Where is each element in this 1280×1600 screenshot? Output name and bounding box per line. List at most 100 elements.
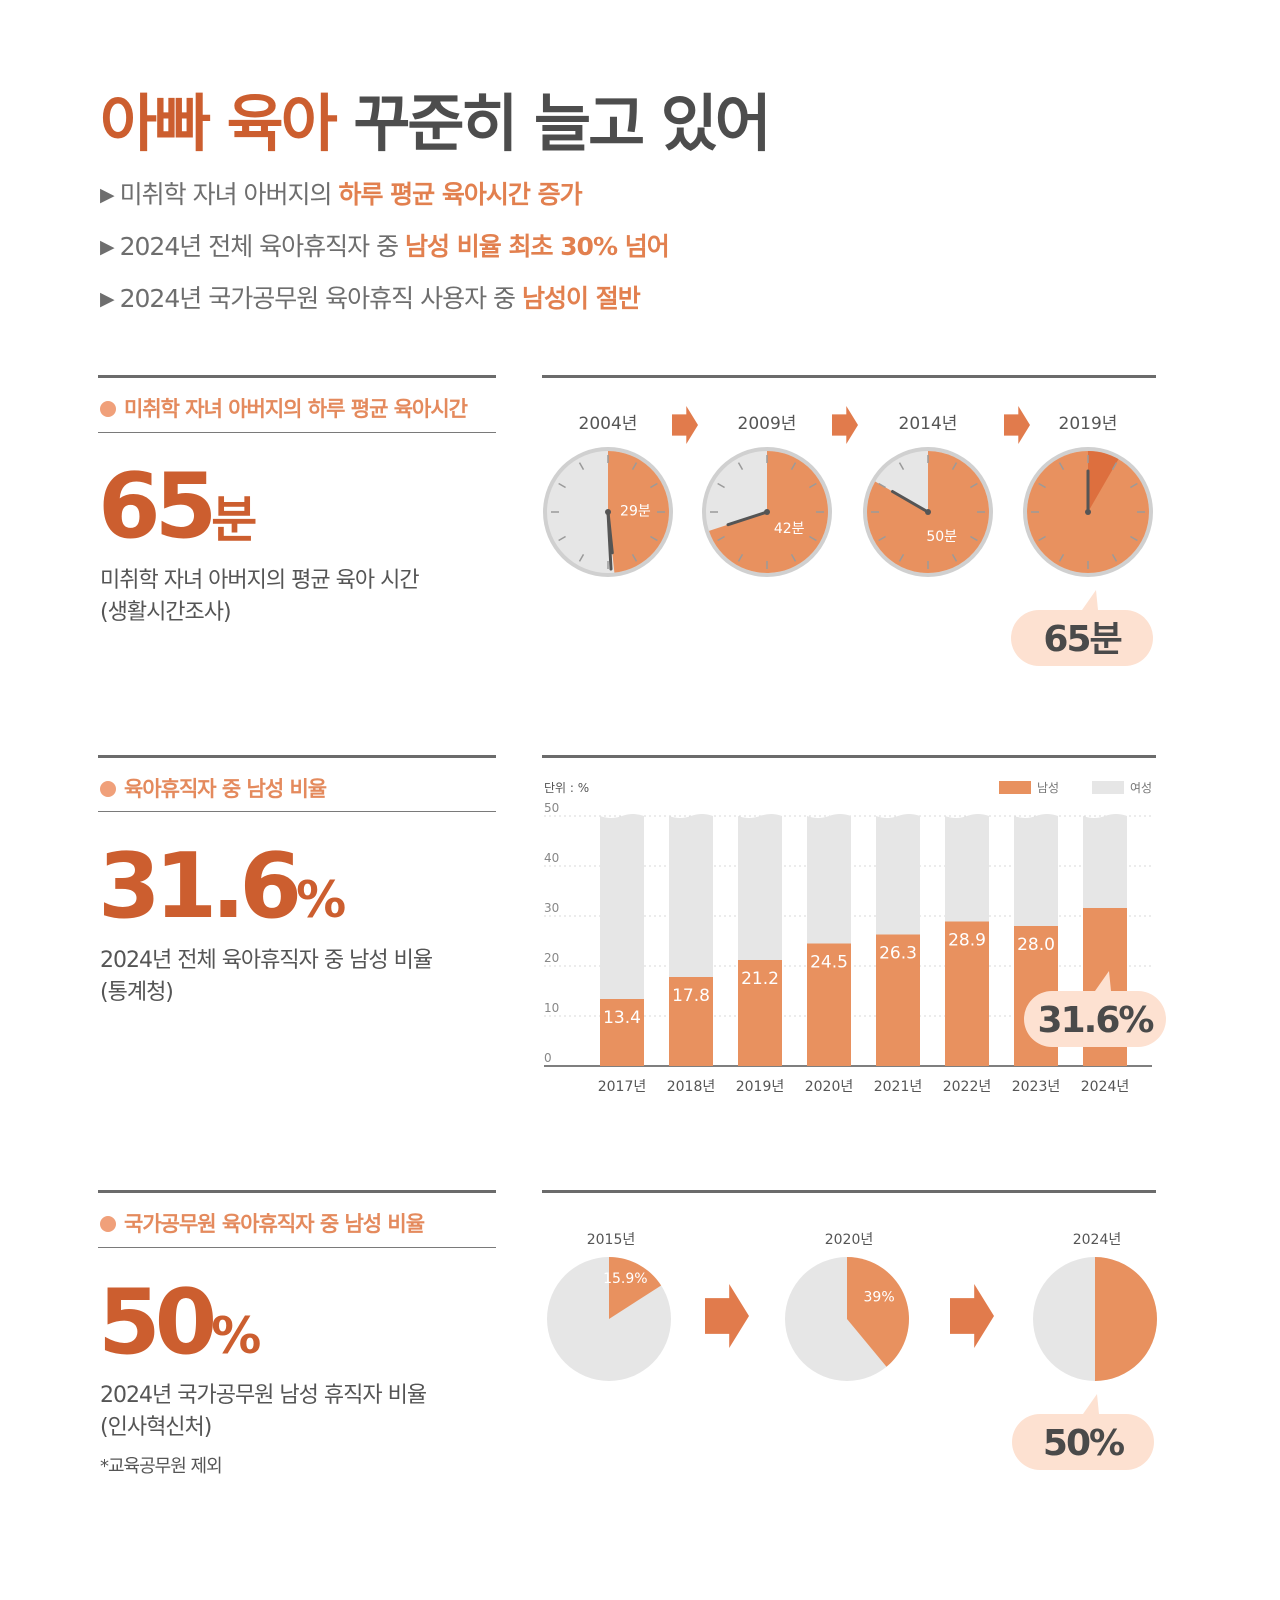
x-tick-label: 2020년 (805, 1079, 854, 1095)
bar-male (600, 999, 644, 1066)
pie-value-label: 15.9% (603, 1271, 647, 1287)
description-line: 2024년 전체 육아휴직자 중 남성 비율 (100, 948, 433, 973)
clock-tick (717, 482, 725, 489)
bar-male (807, 943, 851, 1066)
circle-bullet-icon (100, 401, 116, 417)
key-figure-unit: % (211, 1307, 261, 1365)
pie-year-label: 2020년 (825, 1232, 874, 1248)
clock-tick (650, 482, 658, 489)
clock-tick (717, 535, 725, 542)
clock-year-label: 2019년 (1059, 414, 1118, 434)
section-heading-text: 국가공무원 육아휴직자 중 남성 비율 (124, 1212, 425, 1236)
clock-tick (631, 554, 638, 562)
bar-male (945, 921, 989, 1066)
clock-minutes-label: 50분 (926, 529, 957, 545)
x-tick-label: 2023년 (1012, 1079, 1061, 1095)
clock-hour-hand (606, 510, 613, 571)
clock-tick (1130, 482, 1138, 489)
bar-value-label: 24.5 (810, 953, 848, 973)
y-unit-label: 단위 : % (544, 781, 589, 795)
section-heading-text: 미취학 자녀 아버지의 하루 평균 육아시간 (124, 397, 468, 421)
section-divider (98, 1190, 496, 1193)
bullet-highlight: 남성이 절반 (521, 284, 641, 313)
bar-value-label: 21.2 (741, 969, 779, 989)
callout-31-6-percent-bg (1024, 971, 1166, 1047)
clock-tick (951, 554, 958, 562)
pie-year-label: 2015년 (587, 1232, 636, 1248)
summary-bullets: ▶ 미취학 자녀 아버지의 하루 평균 육아시간 증가 ▶ 2024년 전체 육아휴… (100, 178, 670, 334)
bullet-text: 미취학 자녀 아버지의 (119, 180, 339, 209)
bullet-highlight: 남성 비율 최초 30% 넘어 (405, 232, 670, 261)
y-tick-label: 50 (544, 801, 559, 815)
section-heading: 육아휴직자 중 남성 비율 (100, 773, 327, 803)
x-tick-label: 2017년 (598, 1079, 647, 1095)
bar-male (876, 934, 920, 1066)
pie-slice-male (1095, 1257, 1157, 1381)
legend-label-male: 남성 (1037, 781, 1059, 795)
clock-tick (1111, 462, 1118, 470)
callout-65-minutes-bg (1011, 590, 1153, 666)
key-figure-value: 65 (98, 454, 217, 559)
clock-center-dot (764, 509, 770, 515)
clock-center-dot (925, 509, 931, 515)
heading-underline (98, 811, 496, 812)
arrow-right-icon (950, 1284, 994, 1348)
bar-value-label: 28.0 (1017, 935, 1055, 955)
clock-tick (878, 535, 886, 542)
clock-tick (951, 462, 958, 470)
legend-label-female: 여성 (1130, 781, 1152, 795)
clock-tick (970, 482, 978, 489)
key-figure-description: 미취학 자녀 아버지의 평균 육아 시간 (생활시간조사) (100, 565, 420, 629)
title-accent: 아빠 육아 (100, 87, 338, 160)
bar-male (669, 977, 713, 1066)
pie-year-label: 2024년 (1073, 1232, 1122, 1248)
clock-tick (898, 462, 905, 470)
clock-tick (1111, 554, 1118, 562)
clock-tick (809, 535, 817, 542)
y-tick-label: 0 (544, 1051, 552, 1065)
section-heading: 국가공무원 육아휴직자 중 남성 비율 (100, 1208, 425, 1238)
bullet-text: 2024년 전체 육아휴직자 중 (119, 232, 406, 261)
callout-50-percent-bg (1012, 1394, 1154, 1470)
x-tick-label: 2019년 (736, 1079, 785, 1095)
legend-swatch-male (999, 781, 1031, 794)
clock-tick (790, 554, 797, 562)
y-tick-label: 20 (544, 951, 559, 965)
section-divider (98, 375, 496, 378)
clock-tick (558, 535, 566, 542)
clock-tick (1058, 462, 1065, 470)
section-divider (542, 375, 1156, 378)
clock-center-dot (1085, 509, 1091, 515)
summary-bullet: ▶ 미취학 자녀 아버지의 하루 평균 육아시간 증가 (100, 178, 669, 230)
clock-tick (878, 482, 886, 489)
clock-tick (631, 462, 638, 470)
description-line: 미취학 자녀 아버지의 평균 육아 시간 (100, 568, 420, 593)
clock-time-sector (608, 451, 669, 573)
clock-charts: 2004년 29분 2009년 42분 2014년 50분 2019년 65분 (543, 406, 1153, 666)
clock-tick (1130, 535, 1138, 542)
pie-slice-male (609, 1257, 662, 1319)
clock-tick (650, 535, 658, 542)
bar-value-label: 13.4 (603, 1008, 641, 1028)
clock-year-label: 2014년 (899, 414, 958, 434)
triangle-bullet-icon: ▶ (100, 288, 115, 310)
callout-50-percent-text: 50% (1043, 1423, 1124, 1464)
summary-bullet: ▶ 2024년 국가공무원 육아휴직 사용자 중 남성이 절반 (100, 282, 669, 334)
section-divider (98, 755, 496, 758)
y-tick-label: 40 (544, 851, 559, 865)
clock-minute-hand (890, 490, 930, 514)
triangle-bullet-icon: ▶ (100, 236, 115, 258)
clock-tick (970, 535, 978, 542)
arrow-right-icon (705, 1284, 749, 1348)
bar-value-label: 26.3 (879, 944, 917, 964)
clock-year-label: 2004년 (579, 414, 638, 434)
x-tick-label: 2022년 (943, 1079, 992, 1095)
triangle-bullet-icon: ▶ (100, 184, 115, 206)
clock-extra-sector (1088, 451, 1119, 512)
clock-year-label: 2009년 (738, 414, 797, 434)
heading-underline (98, 1247, 496, 1248)
clock-tick (790, 462, 797, 470)
callout-31-6-percent-text: 31.6% (1038, 1000, 1154, 1041)
clock-minutes-label: 29분 (620, 504, 651, 520)
clock-tick (809, 482, 817, 489)
